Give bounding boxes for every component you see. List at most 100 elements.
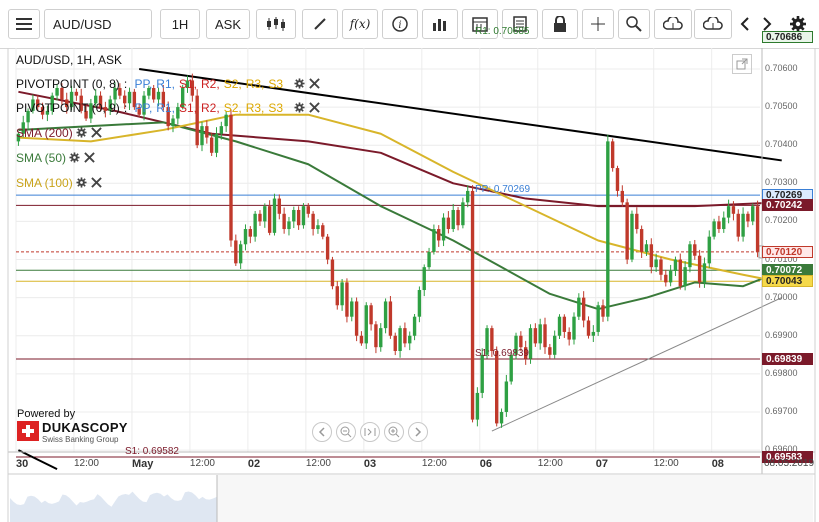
candlestick (340, 279, 344, 311)
candle-body (26, 110, 30, 123)
x-tick-label: 12:00 (421, 458, 447, 469)
candle-body (509, 354, 513, 382)
hamburger-menu-icon[interactable] (8, 9, 40, 39)
crosshair-icon[interactable] (582, 9, 614, 39)
candle-body (726, 206, 731, 218)
candlestick (615, 165, 620, 197)
pivot-item: R1, (156, 77, 175, 91)
timeframe-button[interactable]: 1H (160, 9, 200, 39)
candlestick (151, 84, 156, 103)
gear-icon[interactable] (76, 127, 87, 138)
cloud-upload-icon[interactable] (654, 9, 692, 39)
candle-body (707, 236, 711, 264)
pivot-sep: : (123, 77, 128, 91)
chevron-left-icon[interactable] (734, 9, 756, 39)
candle-body (161, 91, 166, 108)
candlestick (306, 203, 310, 218)
fx-icon[interactable]: f(x) (342, 9, 378, 39)
candlestick (301, 203, 306, 229)
candlestick (345, 278, 349, 323)
candlestick (296, 206, 301, 230)
candle-body (84, 110, 88, 119)
expand-icon[interactable] (732, 54, 752, 74)
candle-body (422, 267, 426, 291)
candlestick (755, 200, 760, 258)
candlestick (229, 109, 233, 247)
x-tick-label: 12:00 (305, 458, 331, 469)
candlestick (717, 215, 721, 233)
close-icon[interactable] (309, 102, 321, 113)
close-icon[interactable] (84, 152, 96, 163)
candle-body (678, 259, 682, 287)
close-icon[interactable] (309, 78, 321, 89)
x-tick-label: 03 (363, 458, 377, 470)
candle-body (180, 88, 185, 108)
chevron-left-icon[interactable] (312, 422, 332, 442)
lock-icon[interactable] (542, 9, 578, 39)
level-label: S1: 0.69839 (475, 348, 529, 359)
sma50-label: SMA (50) (16, 151, 67, 165)
search-zoom-icon[interactable] (618, 9, 650, 39)
info-icon[interactable]: i (382, 9, 418, 39)
candle-body (325, 236, 330, 260)
candle-body (437, 229, 441, 241)
calendar-icon[interactable] (462, 9, 498, 39)
candle-body (620, 190, 625, 203)
candlestick (470, 185, 475, 423)
candlestick (89, 98, 93, 124)
candlestick (123, 90, 127, 110)
symbol-label: AUD/USD (53, 16, 112, 32)
candle-body (746, 213, 750, 222)
candlestick (171, 114, 175, 133)
candlestick (678, 253, 682, 290)
pen-icon[interactable] (302, 9, 338, 39)
candlestick (509, 352, 513, 385)
candle-body (630, 213, 634, 260)
gear-icon[interactable] (76, 177, 87, 188)
candle-body (108, 99, 112, 111)
trend-line (139, 67, 782, 162)
gear-icon[interactable] (294, 102, 305, 113)
candle-body (668, 270, 673, 283)
candles-icon[interactable] (256, 9, 296, 39)
candle-body (359, 335, 364, 344)
x-tick-label: 12:00 (537, 458, 563, 469)
candlestick (557, 314, 562, 340)
bar-chart-icon[interactable] (422, 9, 458, 39)
document-icon[interactable] (502, 9, 538, 39)
price-side-button[interactable]: ASK (206, 9, 250, 39)
x-tick-label: 12:00 (653, 458, 679, 469)
candle-body (137, 107, 141, 115)
candlestick (364, 302, 368, 349)
candlestick (142, 91, 146, 121)
candle-body (185, 80, 190, 89)
price-chart[interactable] (0, 48, 819, 522)
candlestick (137, 103, 141, 117)
gear-icon[interactable] (294, 78, 305, 89)
candle-body (475, 392, 480, 420)
gear-icon[interactable] (69, 152, 80, 163)
candle-body (350, 301, 354, 317)
candle-body (635, 213, 639, 230)
candle-body (243, 229, 248, 245)
candle-body (306, 206, 310, 214)
pivot-legend-1: PIVOTPOINT (0, 8): PP, R1, S1, R2, S2, R3, S3 (16, 77, 321, 91)
zoom-in-icon[interactable] (384, 422, 404, 442)
svg-text:i: i (398, 20, 401, 31)
symbol-select[interactable]: AUD/USD (44, 9, 152, 39)
reset-zoom-icon[interactable] (360, 422, 380, 442)
candle-body (132, 91, 137, 108)
cloud-download-icon[interactable] (694, 9, 732, 39)
candle-body (398, 328, 402, 351)
chevron-right-icon[interactable] (408, 422, 428, 442)
candle-body (417, 290, 422, 317)
candlestick (69, 85, 74, 111)
candle-body (94, 95, 98, 104)
candle-body (615, 168, 620, 191)
zoom-out-icon[interactable] (336, 422, 356, 442)
candle-body (345, 282, 349, 317)
close-icon[interactable] (91, 177, 102, 188)
navigator-area (10, 491, 217, 522)
candlestick (596, 301, 600, 336)
close-icon[interactable] (91, 127, 102, 138)
